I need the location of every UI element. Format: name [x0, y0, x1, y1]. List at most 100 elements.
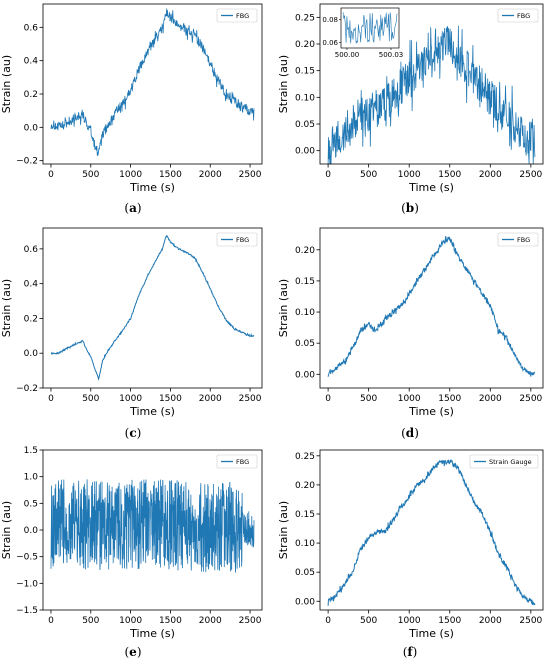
x-tick-label: 1000 [398, 170, 421, 180]
series-line-d [327, 235, 536, 377]
y-tick-label: 0.20 [295, 246, 315, 256]
y-tick-label: 0.25 [295, 13, 315, 23]
series-line-e [50, 479, 255, 573]
panel-caption: (a) [124, 201, 141, 215]
axes-frame [42, 227, 263, 389]
inset: 0.06 0.08 500.00 500.03 [322, 7, 404, 59]
x-tick-label: 500 [82, 616, 99, 626]
y-axis-label: Strain (au) [0, 279, 13, 337]
panel-caption: (c) [125, 426, 142, 440]
y-tick-label: 0.0 [24, 526, 39, 536]
x-tick-label: 2000 [479, 616, 502, 626]
y-tick-label: 0.4 [24, 57, 39, 67]
x-tick-label: 0 [48, 394, 54, 404]
y-tick-label: 0.4 [24, 280, 39, 290]
inset-x-tick-label: 500.00 [335, 51, 360, 59]
y-axis-label: Strain (au) [277, 279, 290, 337]
inset-y-tick-label: 0.06 [322, 39, 338, 47]
x-tick-label: 2000 [199, 394, 222, 404]
panel-caption: (b) [401, 201, 419, 215]
panel-b: 0 500 1000 1500 2000 2500 0.00 0.05 0.10 0.15 0.20… [277, 3, 544, 215]
x-tick-label: 2500 [239, 616, 262, 626]
axes-frame [319, 227, 544, 389]
x-tick-label: 0 [48, 170, 54, 180]
y-tick-label: 0.6 [24, 23, 39, 33]
legend [216, 454, 258, 469]
legend-label: FBG [236, 12, 249, 20]
x-axis-label: Time (s) [129, 627, 175, 640]
y-tick-label: 0.15 [295, 510, 315, 520]
legend-label: FBG [517, 236, 530, 244]
y-axis-label: Strain (au) [0, 55, 13, 113]
axes-frame [42, 3, 263, 165]
x-axis-label: Time (s) [408, 405, 454, 418]
legend-label: FBG [236, 236, 249, 244]
inset-y-tick-label: 0.08 [322, 16, 338, 24]
y-tick-label: −0.5 [16, 553, 38, 563]
x-axis-label: Time (s) [129, 405, 175, 418]
x-tick-label: 500 [360, 616, 377, 626]
legend [497, 232, 539, 247]
y-axis-label: Strain (au) [277, 55, 290, 113]
y-tick-label: 0.00 [295, 597, 315, 607]
y-tick-label: 1.0 [24, 473, 39, 483]
legend [497, 8, 539, 23]
x-tick-label: 0 [48, 616, 54, 626]
y-tick-label: 0.6 [24, 245, 39, 255]
series-line-f [327, 459, 536, 606]
series-line-b [327, 25, 536, 165]
y-axis-label: Strain (au) [277, 501, 290, 559]
x-tick-label: 0 [325, 170, 331, 180]
panel-caption: (e) [124, 645, 141, 659]
x-tick-label: 2000 [479, 170, 502, 180]
x-tick-label: 1000 [398, 616, 421, 626]
y-tick-label: 0.00 [295, 147, 315, 157]
x-tick-label: 1500 [159, 170, 182, 180]
y-tick-label: −1.0 [16, 579, 38, 589]
x-axis-label: Time (s) [129, 181, 175, 194]
x-tick-label: 2500 [239, 394, 262, 404]
x-tick-label: 1000 [119, 616, 142, 626]
panel-c: 0 500 1000 1500 2000 2500 −0.2 0.0 0.2 0.4 0.6 Time… [0, 227, 263, 440]
y-tick-label: 1.5 [24, 446, 38, 456]
y-tick-label: 0.5 [24, 499, 38, 509]
x-tick-label: 2500 [519, 170, 542, 180]
y-tick-label: 0.0 [24, 349, 39, 359]
x-tick-label: 1000 [398, 394, 421, 404]
series-line-a [50, 8, 255, 156]
y-axis-label: Strain (au) [0, 501, 13, 559]
x-axis-label: Time (s) [408, 627, 454, 640]
x-tick-label: 0 [325, 394, 331, 404]
y-tick-label: 0.05 [295, 568, 315, 578]
axes-frame [319, 449, 544, 611]
panel-caption: (f) [403, 645, 418, 659]
legend [216, 8, 258, 23]
x-tick-label: 2500 [239, 170, 262, 180]
panel-f: 0 500 1000 1500 2000 2500 0.00 0.05 0.10 0.15 0.20… [277, 449, 544, 659]
y-tick-label: 0.00 [295, 370, 315, 380]
inset-x-tick-label: 500.03 [379, 51, 404, 59]
y-tick-label: 0.25 [295, 452, 315, 462]
x-tick-label: 2500 [519, 616, 542, 626]
legend [469, 454, 539, 469]
x-tick-label: 2000 [199, 170, 222, 180]
x-tick-label: 1000 [119, 394, 142, 404]
panel-e: 0 500 1000 1500 2000 2500 −1.5 −1.0 −0.5 0.0 0.5 1.… [0, 446, 263, 659]
y-tick-label: −0.2 [16, 384, 38, 394]
x-tick-label: 500 [82, 394, 99, 404]
x-tick-label: 1500 [159, 616, 182, 626]
y-tick-label: 0.15 [295, 67, 315, 77]
axes-frame [319, 3, 544, 165]
y-tick-label: 0.20 [295, 40, 315, 50]
y-tick-label: 0.05 [295, 120, 315, 130]
x-tick-label: 1000 [119, 170, 142, 180]
x-tick-label: 0 [325, 616, 331, 626]
y-tick-label: 0.2 [24, 314, 38, 324]
inset-line [342, 12, 398, 44]
x-axis-label: Time (s) [408, 181, 454, 194]
x-tick-label: 500 [360, 170, 377, 180]
series-line-c [50, 234, 255, 381]
x-tick-label: 500 [360, 394, 377, 404]
x-tick-label: 2000 [199, 616, 222, 626]
